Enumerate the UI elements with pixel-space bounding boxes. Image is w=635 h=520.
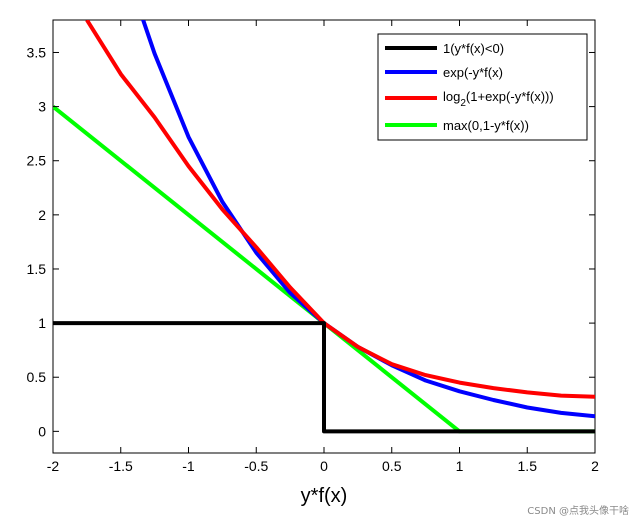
legend-label-log-rest: (1+exp(-y*f(x))) bbox=[466, 89, 554, 104]
x-tick-label: 1 bbox=[456, 458, 464, 474]
series-indicator-loss bbox=[53, 321, 595, 434]
y-tick-label: 2.5 bbox=[27, 153, 47, 169]
x-tick-label: 0 bbox=[320, 458, 328, 474]
x-tick-label: 1.5 bbox=[518, 458, 538, 474]
legend-label-log-subscript: 2 bbox=[460, 98, 466, 109]
watermark: CSDN @点我头像干啥 bbox=[527, 506, 629, 517]
y-tick-label: 0 bbox=[38, 423, 46, 439]
x-tick-label: -2 bbox=[47, 458, 60, 474]
legend-label-indicator: 1(y*f(x)<0) bbox=[443, 41, 504, 56]
series-log-loss bbox=[85, 20, 595, 399]
x-tick-label: -1.5 bbox=[109, 458, 133, 474]
legend: 1(y*f(x)<0) exp(-y*f(x) log2(1+exp(-y*f(… bbox=[377, 33, 588, 141]
series-layer bbox=[53, 20, 595, 434]
legend-label-log: log2(1+exp(-y*f(x))) bbox=[443, 89, 554, 109]
y-tick-label: 3.5 bbox=[27, 44, 47, 60]
x-axis-label: y*f(x) bbox=[301, 485, 348, 507]
y-tick-label: 1.5 bbox=[27, 261, 47, 277]
legend-box bbox=[377, 33, 588, 141]
x-tick-label: -0.5 bbox=[244, 458, 268, 474]
y-tick-label: 1 bbox=[38, 315, 46, 331]
x-tick-label: 0.5 bbox=[382, 458, 402, 474]
x-tick-label: -1 bbox=[182, 458, 195, 474]
legend-label-hinge: max(0,1-y*f(x)) bbox=[443, 118, 529, 133]
tick-layer: -2 -1.5 -1 -0.5 0 0.5 1 1.5 2 0 0.5 1 1.5 2 2.5 3 3.5 bbox=[27, 20, 599, 474]
y-tick-label: 2 bbox=[38, 207, 46, 223]
legend-label-exp: exp(-y*f(x) bbox=[443, 65, 503, 80]
y-tick-label: 3 bbox=[38, 99, 46, 115]
y-tick-label: 0.5 bbox=[27, 369, 47, 385]
legend-label-log-main: log bbox=[443, 89, 460, 104]
x-tick-label: 2 bbox=[591, 458, 599, 474]
